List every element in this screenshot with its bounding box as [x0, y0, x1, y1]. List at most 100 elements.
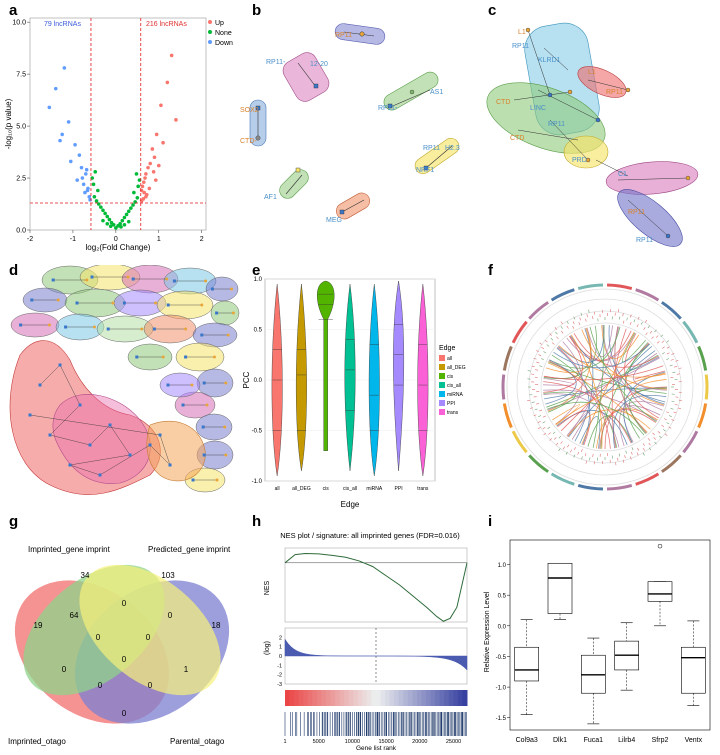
track-mark [631, 447, 634, 451]
network-node [204, 279, 208, 283]
x-tick-label: -2 [27, 236, 33, 243]
network-node [126, 275, 130, 279]
data-point-down [85, 188, 90, 193]
rank-color-cell [426, 690, 432, 706]
rank-color-cell [394, 690, 400, 706]
y-tick-label: 10.0 [12, 20, 26, 27]
box-Col9a3 [514, 646, 539, 682]
rank-color-cell [462, 690, 468, 706]
network-node [202, 381, 206, 385]
track-mark [586, 314, 588, 318]
track-mark [527, 370, 531, 372]
track-mark [643, 327, 646, 330]
panel-label-g: g [9, 513, 19, 530]
data-point-down [73, 142, 77, 147]
network-node [51, 278, 55, 282]
x-tick-label: 15000 [378, 739, 393, 745]
track-mark [666, 340, 670, 343]
link-chord [634, 379, 667, 406]
x-tick-label: all_DEG [292, 486, 311, 492]
violin-PPI [393, 280, 405, 471]
violin-ylabel: PCC [242, 371, 251, 388]
venn-count: 34 [81, 571, 90, 580]
y-tick-label: 7.5 [16, 72, 26, 79]
panel-label-f: f [488, 262, 493, 279]
network-node [56, 298, 60, 302]
chromosome-band [502, 403, 513, 429]
data-point-none [131, 203, 135, 207]
network-node [75, 301, 79, 305]
data-point-down [66, 120, 71, 124]
data-point-none [101, 208, 105, 213]
network-node [108, 423, 112, 427]
track-mark [592, 453, 594, 457]
rank-color-cell [416, 690, 422, 706]
module-orange: MEG [326, 192, 370, 224]
track-mark [642, 443, 645, 447]
network-edge [69, 464, 101, 476]
violin-cis [317, 280, 335, 451]
rank-color-cell [348, 690, 354, 706]
data-point-up [151, 170, 156, 174]
link-chord [543, 377, 575, 386]
legend-up: Up [215, 20, 224, 27]
chromosome-band [528, 454, 550, 473]
network-node [202, 453, 206, 457]
track-mark [640, 321, 643, 325]
link-chord [555, 341, 583, 425]
data-point-up [147, 186, 152, 191]
track-mark [670, 408, 674, 410]
track-mark [550, 337, 554, 341]
track-mark [652, 432, 655, 436]
link-chord [579, 416, 601, 449]
track-mark [579, 317, 581, 321]
network-edge [99, 444, 151, 476]
chromosome-band [501, 374, 506, 400]
network-edge [39, 364, 61, 386]
track-mark [585, 460, 587, 464]
y-tick-label: 0.0 [16, 228, 26, 235]
network-edge [89, 424, 111, 446]
network-node [161, 355, 165, 359]
network-node [172, 279, 176, 283]
link-chord [589, 326, 657, 423]
track-mark [589, 457, 591, 461]
node-label: L1 [518, 29, 526, 36]
track-mark [552, 431, 556, 435]
track-mark [666, 352, 670, 355]
rank-color-cell [421, 690, 427, 706]
network-node [165, 277, 169, 281]
chromosome-band [550, 288, 575, 302]
track-mark [535, 350, 539, 353]
node-label: RP11 [335, 32, 352, 39]
chromosome-band [635, 472, 660, 486]
track-mark [544, 339, 548, 343]
network-b: RP11 12-20 RP11- RP11- AS1 SOX2 CTD- RP1… [240, 23, 460, 224]
link-chord [601, 325, 640, 359]
track-mark [565, 451, 568, 455]
legend-swatch [439, 373, 445, 379]
track-mark [548, 432, 551, 435]
network-node [88, 443, 92, 447]
track-mark [533, 414, 537, 417]
node-label: C1 [618, 171, 627, 178]
rank-color-cell [403, 690, 409, 706]
legend-label: miRNA [447, 392, 463, 398]
rank-color-cell [289, 690, 295, 706]
track-mark [656, 341, 660, 344]
volcano-plot: -2 -1 0 1 2 0.0 2.5 5.0 7.5 10.0 79 lncRNAs 216 l… [4, 17, 233, 252]
y-tick-label: 2.5 [16, 176, 26, 183]
node-label: RP11 [606, 89, 623, 96]
track-mark [619, 316, 621, 320]
network-edge [149, 444, 171, 466]
network-node [184, 355, 188, 359]
network-node [98, 473, 102, 477]
link-chord [543, 365, 664, 381]
data-point-up [150, 147, 155, 151]
network-node [135, 355, 139, 359]
track-mark [542, 421, 546, 424]
rank-color-cell [407, 690, 413, 706]
link-chord [574, 328, 594, 442]
data-point-down [88, 198, 92, 202]
track-mark [661, 424, 665, 427]
